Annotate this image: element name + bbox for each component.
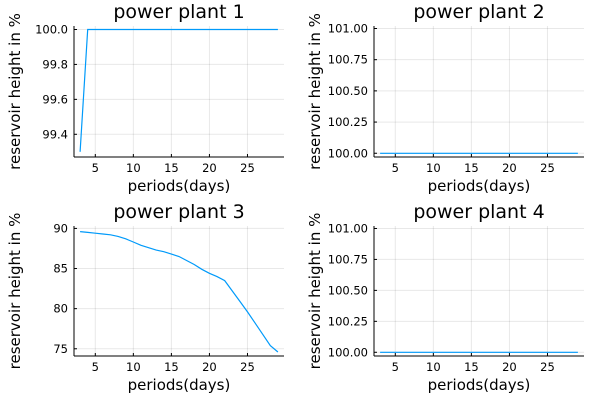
y-tick-label: 100.75 — [328, 252, 368, 266]
chart-title: power plant 2 — [413, 1, 544, 23]
y-tick-label: 80 — [53, 302, 68, 316]
x-tick-label: 25 — [240, 360, 255, 374]
x-tick-label: 20 — [202, 161, 217, 175]
y-tick-label: 99.4 — [42, 127, 68, 141]
x-tick-label: 25 — [240, 161, 255, 175]
y-tick-label: 100.00 — [328, 345, 368, 359]
data-series-line — [79, 28, 278, 152]
y-tick-label: 75 — [53, 342, 68, 356]
x-tick-label: 10 — [426, 161, 441, 175]
x-tick-label: 15 — [464, 161, 479, 175]
y-axis-label: reservoir height in % — [6, 213, 24, 370]
chart-title: power plant 1 — [113, 1, 244, 23]
x-tick-label: 10 — [126, 161, 141, 175]
y-tick-label: 101.00 — [328, 21, 368, 35]
x-tick-label: 5 — [392, 360, 399, 374]
x-tick-label: 5 — [92, 360, 99, 374]
y-tick-label: 100.00 — [328, 146, 368, 160]
x-tick-label: 25 — [540, 360, 555, 374]
y-axis-label: reservoir height in % — [306, 13, 324, 170]
y-tick-label: 100.25 — [328, 314, 368, 328]
y-tick-label: 100.75 — [328, 53, 368, 67]
x-tick-label: 20 — [202, 360, 217, 374]
data-series-line — [80, 231, 279, 353]
x-tick-label: 20 — [502, 360, 517, 374]
x-axis-label: periods(days) — [128, 177, 231, 195]
x-tick-label: 5 — [92, 161, 99, 175]
x-tick-label: 15 — [164, 360, 179, 374]
x-tick-label: 15 — [464, 360, 479, 374]
chart-panel-4: 5 10 15 20 25 100.00 100.25 100.50 100.75 101.00 p… — [306, 201, 584, 394]
y-tick-label: 99.8 — [42, 57, 68, 71]
chart-title: power plant 4 — [413, 201, 544, 223]
y-tick-label: 85 — [53, 262, 68, 276]
x-axis-label: periods(days) — [428, 177, 531, 195]
y-tick-label: 100.25 — [328, 115, 368, 129]
y-axis-label: reservoir height in % — [6, 13, 24, 170]
x-tick-label: 25 — [540, 161, 555, 175]
x-tick-label: 15 — [164, 161, 179, 175]
chart-panel-1: 5 10 15 20 25 99.4 99.6 99.8 100.0 power plant 1 p… — [6, 1, 284, 195]
y-tick-label: 100.50 — [328, 283, 368, 297]
chart-panel-3: 5 10 15 20 25 75 80 85 90 power plant 3 periods(da… — [6, 201, 284, 394]
y-tick-label: 90 — [53, 221, 68, 235]
chart-title: power plant 3 — [113, 201, 244, 223]
y-tick-label: 100.50 — [328, 84, 368, 98]
x-tick-label: 5 — [392, 161, 399, 175]
x-axis-label: periods(days) — [428, 376, 531, 394]
y-tick-label: 100.0 — [35, 22, 68, 36]
chart-panel-2: 5 10 15 20 25 100.00 100.25 100.50 100.75 101.00 p… — [306, 1, 584, 195]
x-tick-label: 10 — [426, 360, 441, 374]
x-axis-label: periods(days) — [128, 376, 231, 394]
x-tick-label: 10 — [126, 360, 141, 374]
y-axis-label: reservoir height in % — [306, 213, 324, 370]
x-tick-label: 20 — [502, 161, 517, 175]
y-tick-label: 101.00 — [328, 221, 368, 235]
y-tick-label: 99.6 — [42, 92, 68, 106]
